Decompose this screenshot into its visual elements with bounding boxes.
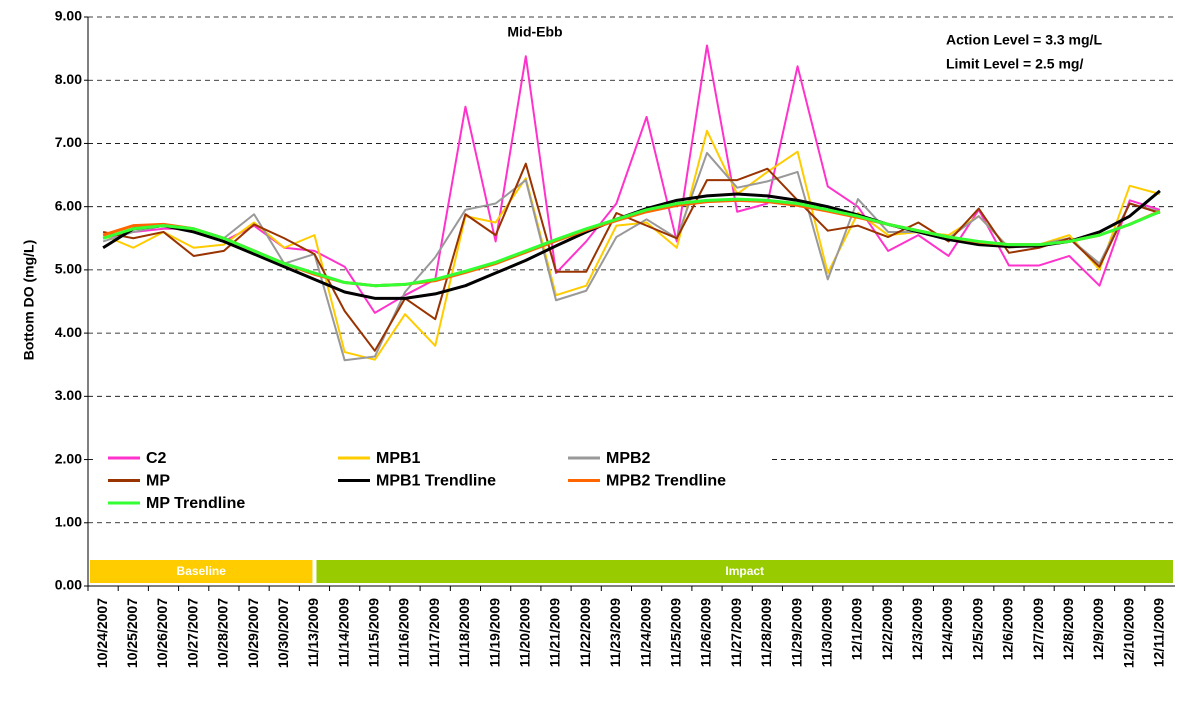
x-tick-label: 11/15/2009 — [366, 598, 382, 668]
y-tick-label: 0.00 — [55, 577, 82, 593]
series-line — [102, 44, 1161, 314]
x-tick-label: 12/7/2009 — [1030, 598, 1046, 660]
x-tick-label: 11/28/2009 — [758, 598, 774, 668]
x-tick-label: 11/27/2009 — [728, 598, 744, 668]
x-tick-label: 10/30/2007 — [275, 598, 291, 668]
y-tick-label: 8.00 — [55, 71, 82, 87]
x-tick-label: 11/14/2009 — [335, 598, 351, 668]
x-tick-label: 11/26/2009 — [698, 598, 714, 668]
legend-label: MPB2 Trendline — [606, 473, 726, 490]
x-tick-label: 12/6/2009 — [1000, 598, 1016, 660]
x-tick-label: 12/10/2009 — [1120, 598, 1136, 668]
x-tick-label: 11/13/2009 — [305, 598, 321, 668]
y-tick-label: 9.00 — [55, 8, 82, 24]
legend-box — [96, 446, 768, 516]
period-band — [316, 560, 1173, 583]
annotation: Action Level = 3.3 mg/L — [946, 32, 1102, 48]
series-line — [102, 197, 1161, 288]
legend-label: C2 — [146, 450, 167, 467]
annotation: Limit Level = 2.5 mg/ — [946, 56, 1083, 72]
y-tick-label: 6.00 — [55, 197, 82, 213]
x-tick-label: 12/1/2009 — [849, 598, 865, 660]
period-label: Baseline — [177, 564, 227, 578]
legend-label: MPB1 — [376, 450, 421, 467]
y-tick-label: 5.00 — [55, 261, 82, 277]
x-tick-label: 12/9/2009 — [1090, 598, 1106, 660]
period-label: Impact — [725, 564, 764, 578]
y-tick-label: 3.00 — [55, 387, 82, 403]
x-tick-label: 12/3/2009 — [909, 598, 925, 660]
x-tick-label: 10/24/2007 — [94, 598, 110, 668]
y-tick-label: 1.00 — [55, 513, 82, 529]
legend-label: MP Trendline — [146, 495, 245, 512]
x-tick-label: 12/2/2009 — [879, 598, 895, 660]
x-tick-label: 11/24/2009 — [637, 598, 653, 668]
y-tick-label: 2.00 — [55, 450, 82, 466]
period-band — [90, 560, 313, 583]
x-tick-label: 10/25/2007 — [124, 598, 140, 668]
series-line — [102, 151, 1161, 362]
x-tick-label: 11/21/2009 — [547, 598, 563, 668]
legend-label: MP — [146, 473, 170, 490]
y-tick-label: 7.00 — [55, 134, 82, 150]
x-tick-label: 10/27/2007 — [184, 598, 200, 668]
x-tick-label: 11/19/2009 — [486, 598, 502, 668]
x-tick-label: 11/16/2009 — [396, 598, 412, 668]
x-tick-label: 11/17/2009 — [426, 598, 442, 668]
x-tick-label: 12/5/2009 — [969, 598, 985, 660]
legend-label: MPB2 — [606, 450, 651, 467]
x-tick-label: 11/20/2009 — [517, 598, 533, 668]
x-tick-label: 11/23/2009 — [607, 598, 623, 668]
y-tick-label: 4.00 — [55, 324, 82, 340]
x-tick-label: 11/29/2009 — [788, 598, 804, 668]
series-line — [102, 162, 1161, 352]
legend-label: MPB1 Trendline — [376, 473, 496, 490]
x-tick-label: 11/25/2009 — [667, 598, 683, 668]
y-axis-label: Bottom DO (mg/L) — [21, 240, 37, 361]
x-tick-label: 11/22/2009 — [577, 598, 593, 668]
x-tick-label: 11/18/2009 — [456, 598, 472, 668]
x-tick-label: 10/28/2007 — [215, 598, 231, 668]
x-tick-label: 12/8/2009 — [1060, 598, 1076, 660]
x-tick-label: 10/26/2007 — [154, 598, 170, 668]
x-tick-label: 12/4/2009 — [939, 598, 955, 660]
x-tick-label: 10/29/2007 — [245, 598, 261, 668]
x-tick-label: 12/11/2009 — [1151, 598, 1167, 668]
annotation: Mid-Ebb — [507, 24, 562, 40]
x-tick-label: 11/30/2009 — [818, 598, 834, 668]
